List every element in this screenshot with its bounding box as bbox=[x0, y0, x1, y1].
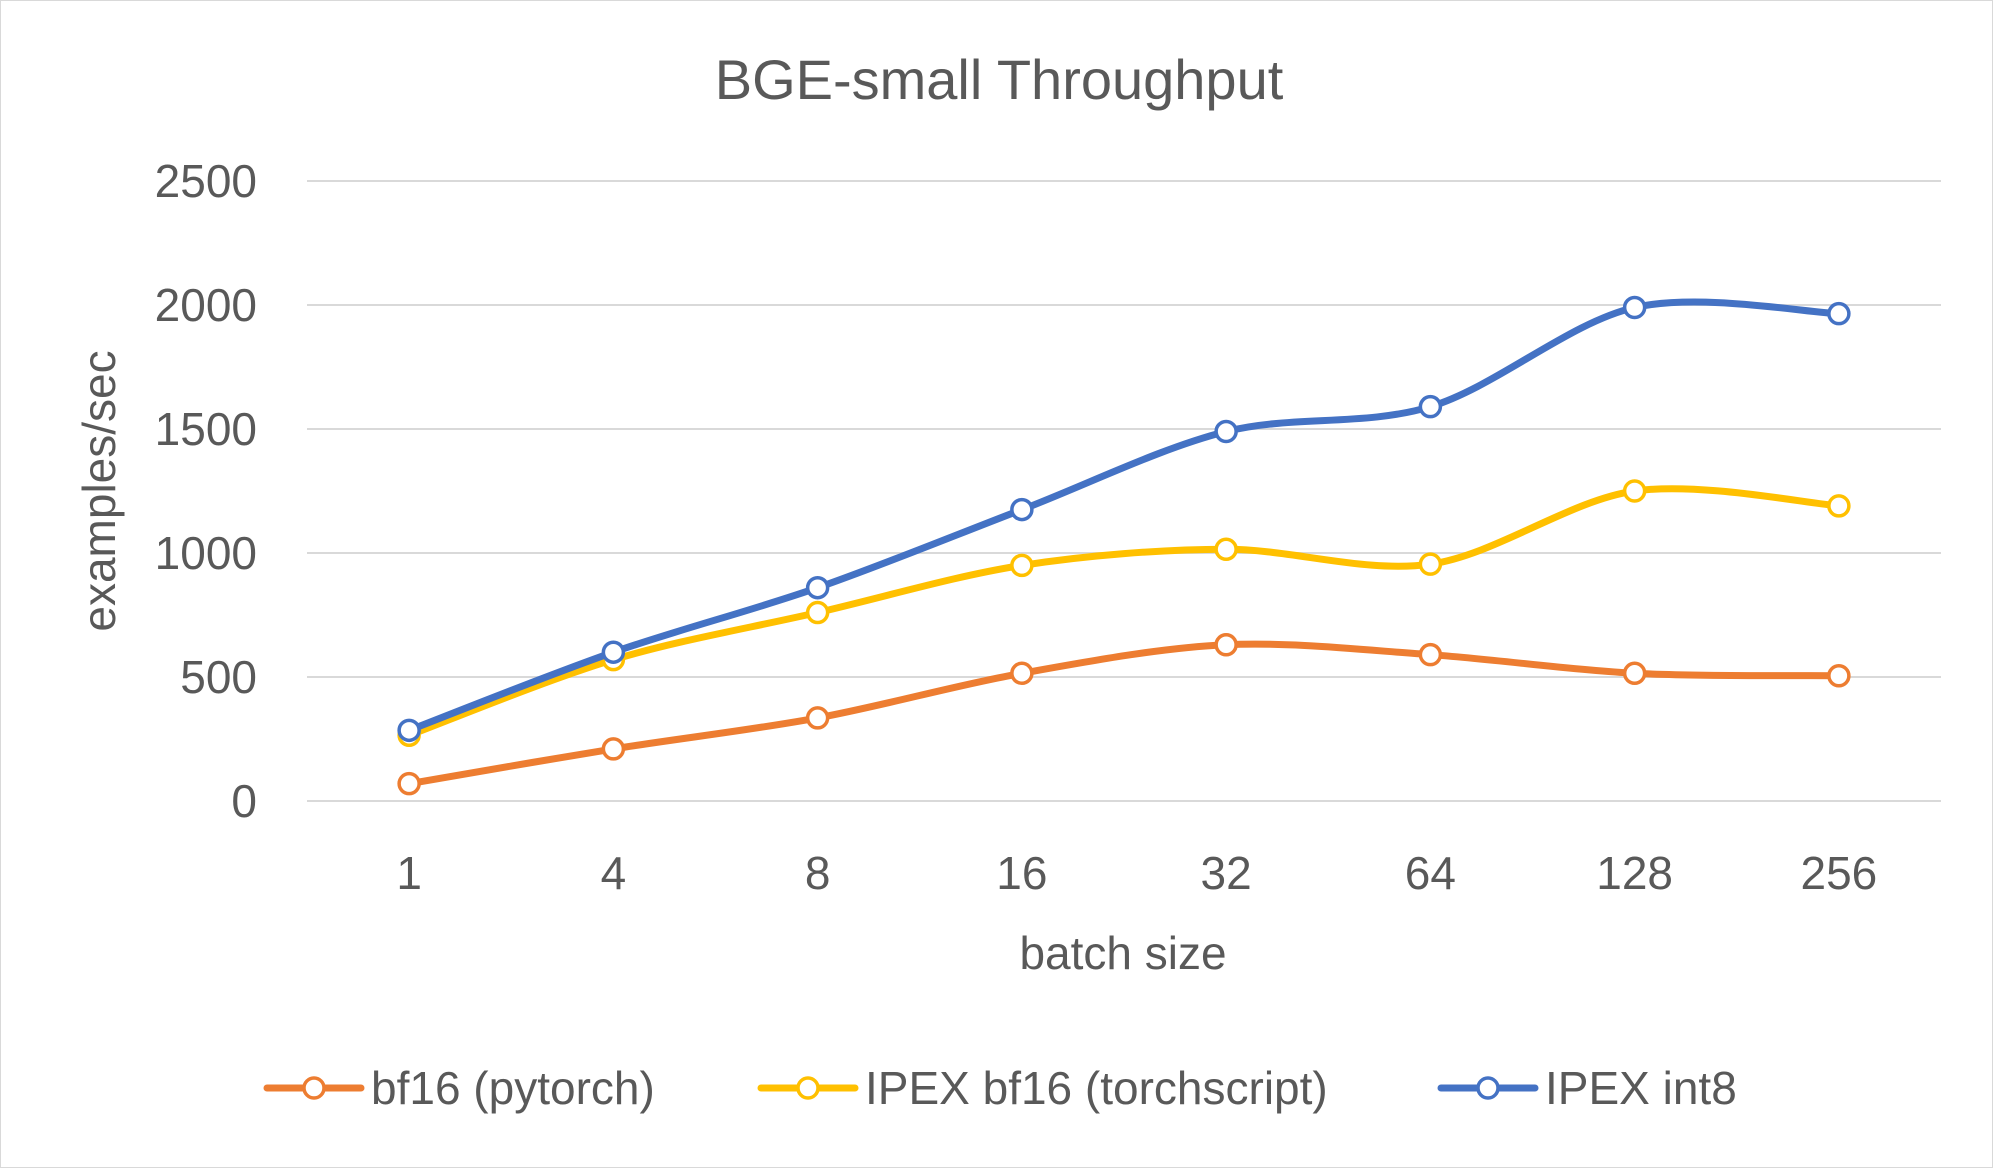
y-tick-label: 1000 bbox=[155, 527, 257, 579]
legend-swatch-marker bbox=[1476, 1076, 1500, 1100]
legend-swatch-marker bbox=[302, 1076, 326, 1100]
data-point bbox=[601, 737, 626, 761]
data-point bbox=[1622, 479, 1647, 503]
y-tick-label: 1500 bbox=[155, 403, 257, 455]
data-point bbox=[397, 718, 421, 743]
data-point bbox=[805, 600, 830, 625]
legend-item: IPEX bf16 (torchscript) bbox=[757, 1062, 1328, 1114]
data-point bbox=[1214, 537, 1238, 562]
legend-item: bf16 (pytorch) bbox=[263, 1062, 655, 1114]
data-point bbox=[1827, 301, 1851, 326]
data-point bbox=[1827, 494, 1851, 518]
series-layer bbox=[397, 295, 1851, 796]
y-tick-label: 500 bbox=[180, 651, 257, 703]
y-tick-label: 2500 bbox=[155, 155, 257, 207]
chart-title: BGE-small Throughput bbox=[715, 48, 1284, 111]
data-point bbox=[805, 706, 830, 730]
y-axis-title: examples/sec bbox=[73, 350, 125, 631]
y-tick-label: 0 bbox=[231, 775, 257, 827]
x-tick-label: 128 bbox=[1596, 847, 1673, 899]
x-tick-label: 64 bbox=[1405, 847, 1456, 899]
data-point bbox=[1214, 419, 1238, 444]
series-line bbox=[405, 298, 1843, 734]
data-point bbox=[601, 640, 626, 664]
series-line bbox=[405, 485, 1843, 739]
legend-swatch-marker bbox=[796, 1076, 820, 1100]
data-point bbox=[1622, 295, 1647, 320]
series-2 bbox=[397, 295, 1851, 743]
legend-label: IPEX bf16 (torchscript) bbox=[865, 1062, 1328, 1114]
x-tick-label: 1 bbox=[396, 847, 422, 899]
x-tick-label: 4 bbox=[601, 847, 627, 899]
data-point bbox=[1418, 394, 1443, 419]
legend-item: IPEX int8 bbox=[1437, 1062, 1737, 1114]
data-point bbox=[1418, 642, 1443, 667]
legend: bf16 (pytorch) IPEX bf16 (torchscript) IPE… bbox=[263, 1062, 1737, 1114]
data-point bbox=[1418, 552, 1443, 576]
series-line bbox=[405, 640, 1843, 788]
x-tick-label: 8 bbox=[805, 847, 831, 899]
y-axis-ticks: 0 500 1000 1500 2000 2500 bbox=[155, 155, 257, 827]
x-tick-label: 16 bbox=[996, 847, 1047, 899]
data-point bbox=[805, 575, 830, 600]
x-axis-ticks: 1 4 8 16 32 64 128 256 bbox=[396, 847, 1877, 899]
data-point bbox=[397, 771, 421, 796]
y-tick-label: 2000 bbox=[155, 279, 257, 331]
x-tick-label: 32 bbox=[1201, 847, 1252, 899]
legend-label: IPEX int8 bbox=[1545, 1062, 1737, 1114]
x-axis-title: batch size bbox=[1019, 927, 1226, 979]
data-point bbox=[1214, 633, 1238, 657]
data-point bbox=[1010, 553, 1034, 578]
data-point bbox=[1010, 661, 1034, 686]
series-0 bbox=[397, 633, 1851, 796]
data-point bbox=[1010, 497, 1034, 522]
legend-label: bf16 (pytorch) bbox=[371, 1062, 655, 1114]
data-point bbox=[1827, 664, 1851, 688]
x-tick-label: 256 bbox=[1801, 847, 1878, 899]
data-point bbox=[1622, 661, 1647, 686]
series-1 bbox=[397, 479, 1851, 748]
